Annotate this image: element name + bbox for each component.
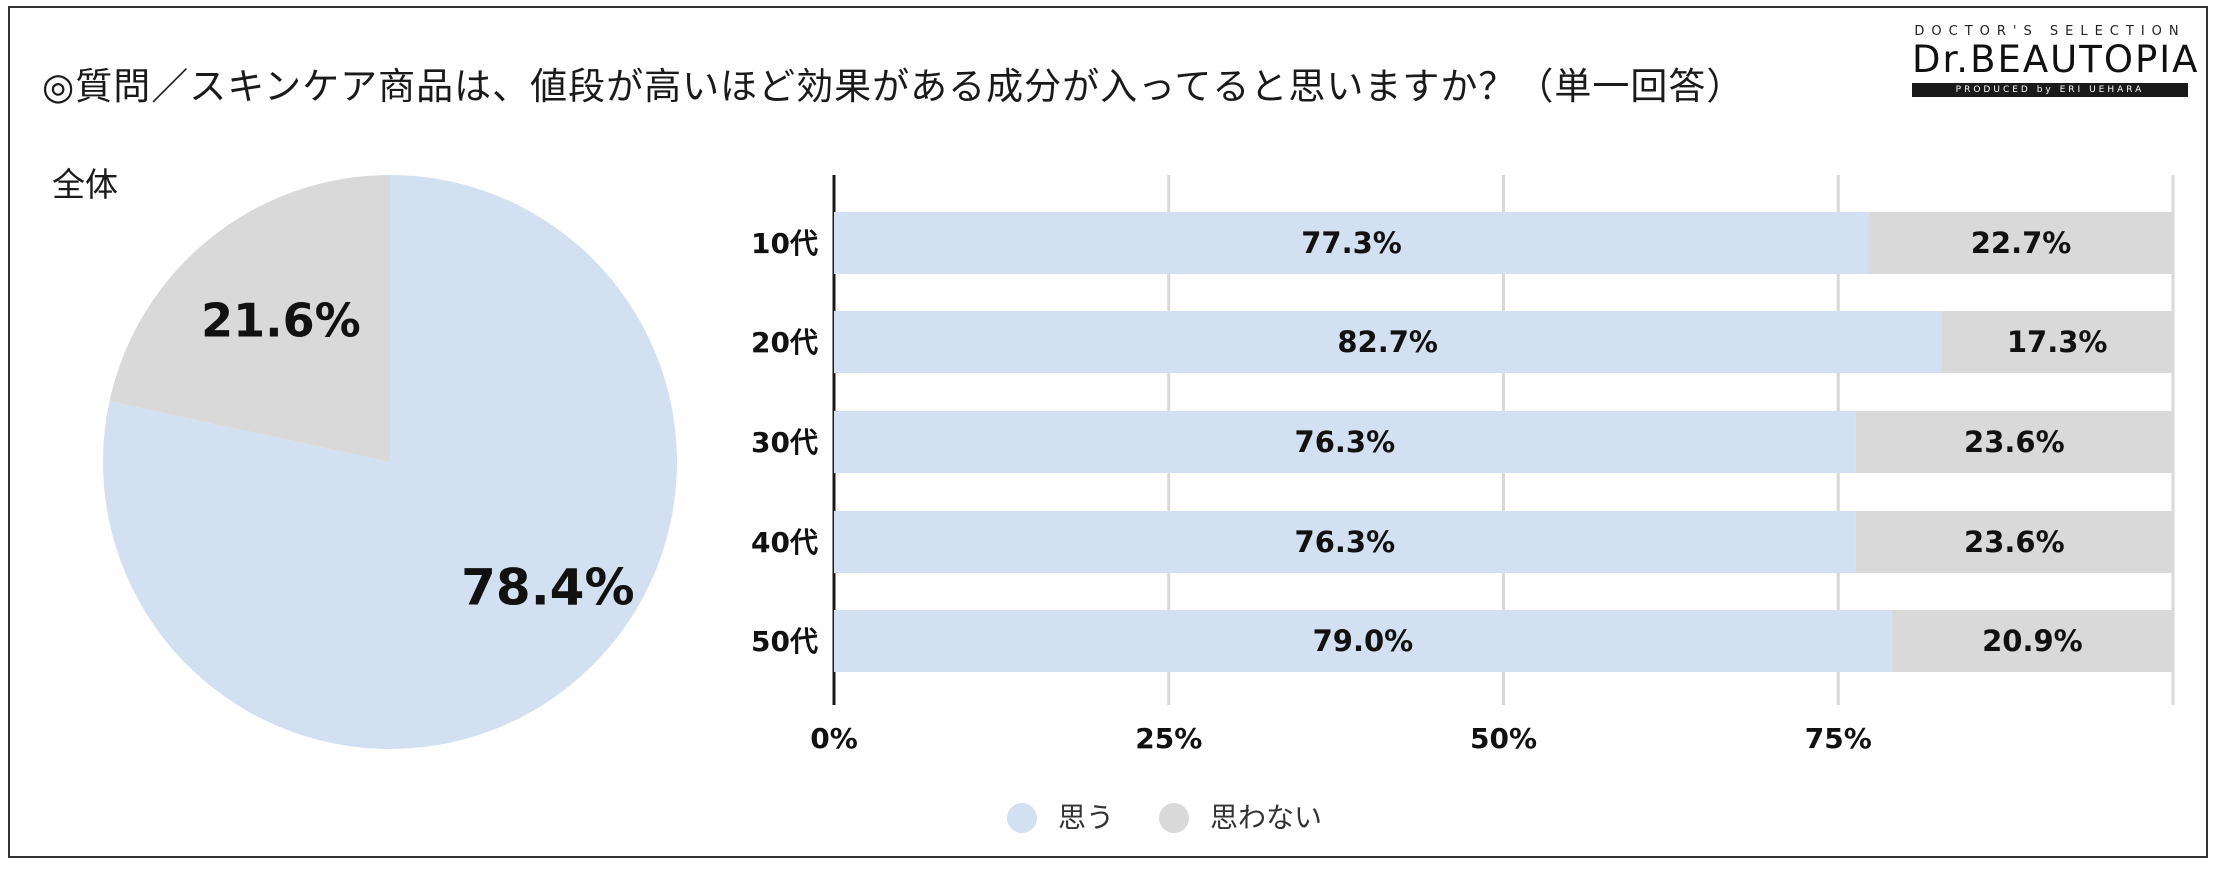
x-tick-label: 50%: [1470, 722, 1537, 755]
x-tick-label: 75%: [1805, 722, 1872, 755]
x-tick-label: 25%: [1135, 722, 1202, 755]
pie-slice-disagree: [109, 175, 390, 462]
bar-value-label: 79.0%: [1313, 624, 1414, 658]
category-label: 20代: [751, 326, 818, 359]
bar-segment-agree: [834, 212, 1870, 274]
logo-subline: PRODUCED by ERI UEHARA: [1912, 83, 2188, 97]
pie-slice-agree: [102, 175, 678, 749]
logo-tagline: DOCTOR'S SELECTION: [1914, 24, 2186, 39]
category-label: 10代: [751, 227, 818, 260]
brand-logo: DOCTOR'S SELECTION Dr.BEAUTOPIA PRODUCED…: [1912, 24, 2200, 97]
category-label: 50代: [751, 625, 818, 658]
bar-segment-disagree: [1855, 511, 2173, 573]
legend-label: 思わない: [1210, 801, 1322, 834]
bar-segment-agree: [834, 311, 1942, 373]
x-tick-label: 0%: [810, 722, 858, 755]
bar-segment-disagree: [1891, 610, 2173, 672]
bar-value-label: 77.3%: [1301, 226, 1402, 260]
page-title: ◎質問／スキンケア商品は、値段が高いほど効果がある成分が入ってると思いますか？（…: [42, 65, 1745, 108]
bar-value-label: 76.3%: [1295, 525, 1396, 559]
bar-value-label: 82.7%: [1337, 325, 1438, 359]
bar-value-label: 22.7%: [1971, 226, 2072, 260]
bar-value-label: 20.9%: [1982, 624, 2083, 658]
legend-marker-disagree: [1159, 803, 1189, 833]
bar-segment-agree: [834, 411, 1856, 473]
pie-slice-label: 78.4%: [461, 559, 634, 617]
pie-chart-title: 全体: [52, 165, 118, 204]
bar-segment-disagree: [1941, 311, 2173, 373]
category-label: 30代: [751, 426, 818, 459]
bar-segment-disagree: [1855, 411, 2173, 473]
bar-segment-agree: [834, 610, 1892, 672]
legend-label: 思う: [1058, 801, 1114, 834]
legend-marker-agree: [1007, 803, 1037, 833]
bar-segment-disagree: [1869, 212, 2173, 274]
bar-value-label: 23.6%: [1964, 425, 2065, 459]
logo-wordmark: Dr.BEAUTOPIA: [1912, 38, 2200, 81]
bar-value-label: 23.6%: [1964, 525, 2065, 559]
bar-value-label: 17.3%: [2007, 325, 2108, 359]
pie-slice-label: 21.6%: [201, 294, 361, 348]
bar-value-label: 76.3%: [1295, 425, 1396, 459]
category-label: 40代: [751, 526, 818, 559]
bar-segment-agree: [834, 511, 1856, 573]
